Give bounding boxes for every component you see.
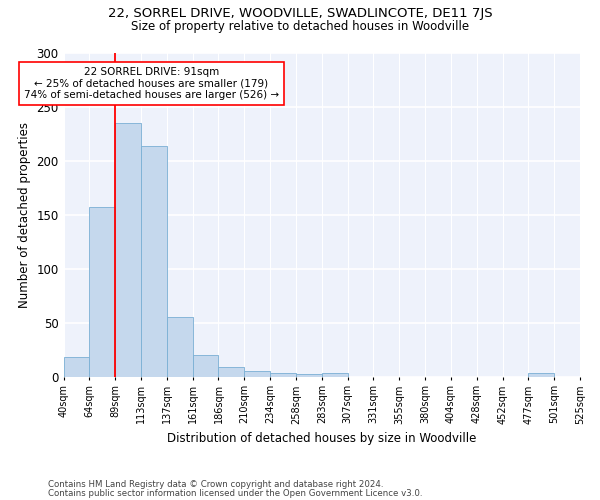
Bar [322, 374, 347, 376]
Text: Contains public sector information licensed under the Open Government Licence v3: Contains public sector information licen… [48, 489, 422, 498]
Bar [270, 374, 296, 376]
Bar [244, 371, 270, 376]
Bar [141, 146, 167, 376]
Bar [115, 122, 141, 376]
Bar [218, 367, 244, 376]
Y-axis label: Number of detached properties: Number of detached properties [18, 122, 31, 308]
Bar [193, 355, 218, 376]
X-axis label: Distribution of detached houses by size in Woodville: Distribution of detached houses by size … [167, 432, 476, 445]
Text: Contains HM Land Registry data © Crown copyright and database right 2024.: Contains HM Land Registry data © Crown c… [48, 480, 383, 489]
Bar [167, 317, 193, 376]
Bar [64, 357, 89, 376]
Text: 22 SORREL DRIVE: 91sqm
← 25% of detached houses are smaller (179)
74% of semi-de: 22 SORREL DRIVE: 91sqm ← 25% of detached… [24, 67, 279, 100]
Bar [89, 207, 115, 376]
Text: Size of property relative to detached houses in Woodville: Size of property relative to detached ho… [131, 20, 469, 33]
Bar [529, 374, 554, 376]
Bar [296, 374, 322, 376]
Text: 22, SORREL DRIVE, WOODVILLE, SWADLINCOTE, DE11 7JS: 22, SORREL DRIVE, WOODVILLE, SWADLINCOTE… [107, 8, 493, 20]
